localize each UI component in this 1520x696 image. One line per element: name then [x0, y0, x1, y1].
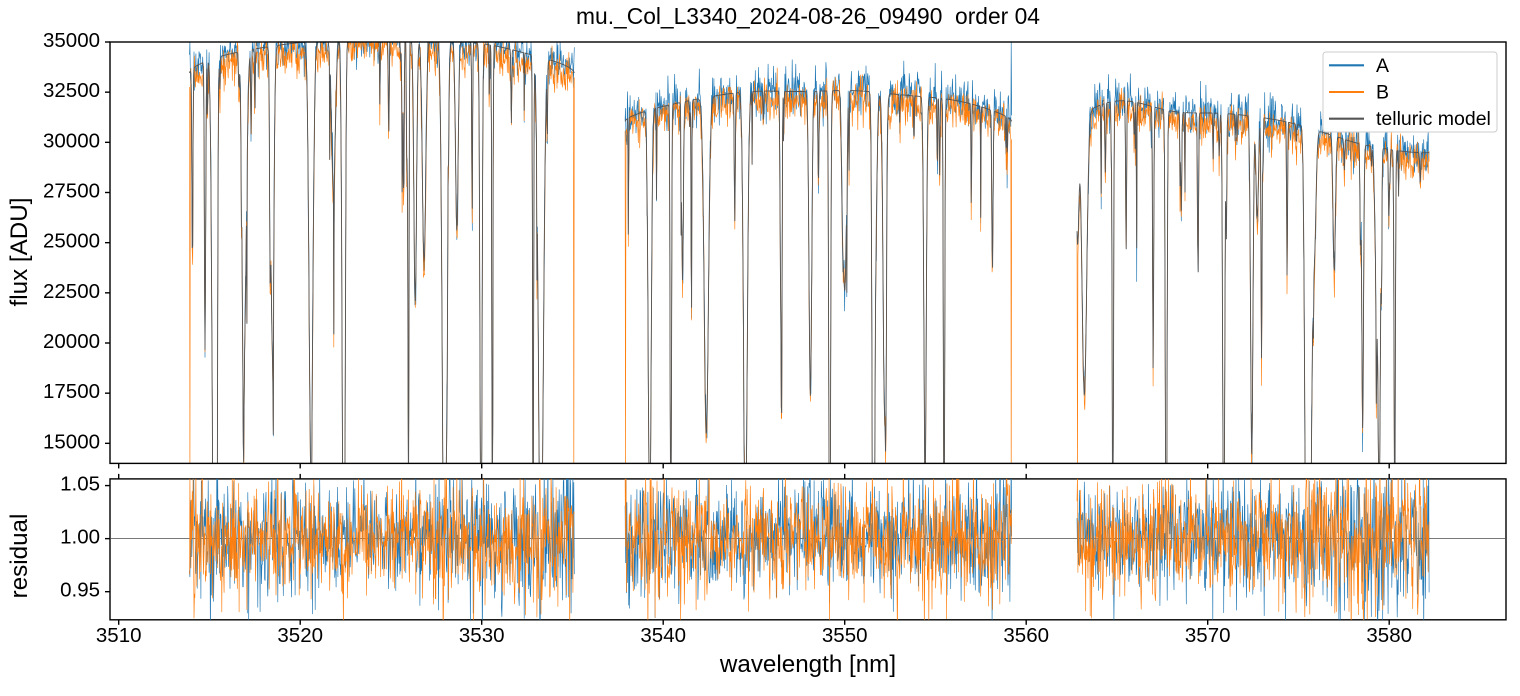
svg-text:telluric model: telluric model [1376, 108, 1491, 130]
svg-text:3520: 3520 [277, 624, 323, 647]
svg-text:wavelength [nm]: wavelength [nm] [719, 651, 896, 678]
svg-text:35000: 35000 [43, 29, 100, 52]
svg-text:3530: 3530 [459, 624, 505, 647]
svg-text:residual: residual [6, 514, 33, 599]
svg-text:17500: 17500 [43, 380, 100, 403]
svg-text:32500: 32500 [43, 79, 100, 102]
svg-text:flux [ADU]: flux [ADU] [6, 198, 33, 307]
svg-text:1.05: 1.05 [60, 473, 100, 496]
svg-text:3540: 3540 [640, 624, 686, 647]
svg-text:27500: 27500 [43, 180, 100, 203]
svg-text:3580: 3580 [1366, 624, 1412, 647]
svg-text:30000: 30000 [43, 129, 100, 152]
svg-text:B: B [1376, 82, 1389, 104]
svg-text:22500: 22500 [43, 280, 100, 303]
svg-text:0.95: 0.95 [60, 579, 100, 602]
svg-text:3560: 3560 [1003, 624, 1049, 647]
svg-text:mu._Col_L3340_2024-08-26_09490: mu._Col_L3340_2024-08-26_09490 order 04 [576, 3, 1040, 29]
svg-text:3570: 3570 [1185, 624, 1231, 647]
svg-text:1.00: 1.00 [60, 526, 100, 549]
svg-text:3550: 3550 [822, 624, 868, 647]
svg-text:25000: 25000 [43, 230, 100, 253]
svg-text:15000: 15000 [43, 430, 100, 453]
svg-text:20000: 20000 [43, 330, 100, 353]
svg-text:A: A [1376, 55, 1389, 77]
svg-text:3510: 3510 [96, 624, 142, 647]
